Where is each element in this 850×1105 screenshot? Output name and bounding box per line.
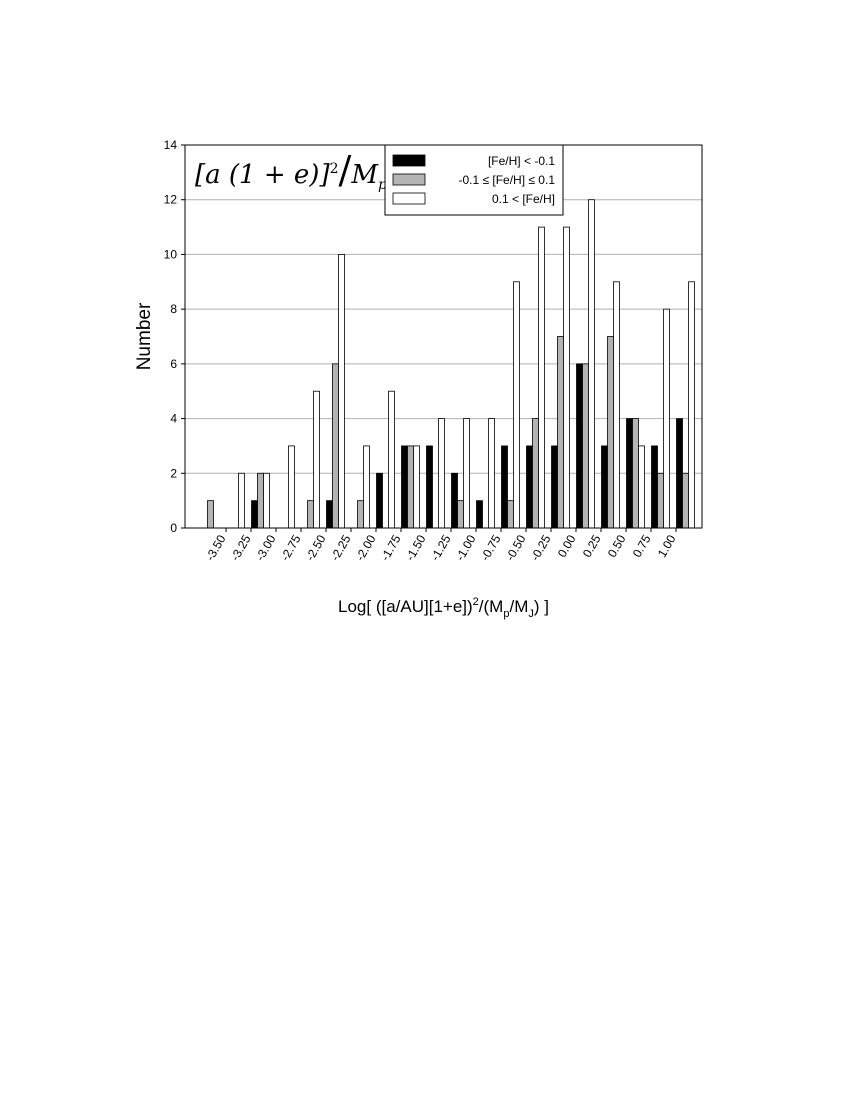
- bar: [632, 418, 639, 529]
- bar: [638, 445, 645, 529]
- x-tick-label: -1.25: [428, 532, 454, 563]
- x-tick-label: -0.50: [503, 532, 529, 563]
- x-tick-label: -1.00: [453, 532, 479, 563]
- bar: [376, 472, 383, 529]
- bar: [688, 281, 695, 529]
- legend-swatch: [392, 154, 426, 167]
- annotation-part: p: [378, 177, 387, 193]
- bar: [307, 500, 314, 529]
- bar: [326, 500, 333, 529]
- bar: [488, 418, 495, 529]
- x-tick-label: -3.50: [203, 532, 229, 563]
- bar: [476, 500, 483, 529]
- legend-label: -0.1 ≤ [Fe/H] ≤ 0.1: [458, 173, 555, 187]
- bar: [501, 445, 508, 529]
- bar: [676, 418, 683, 529]
- x-label-part: p: [503, 608, 509, 620]
- bar: [251, 500, 258, 529]
- y-tick-label: 4: [170, 412, 177, 426]
- y-axis-label: Number: [134, 302, 155, 370]
- annotation-part: 2: [330, 161, 339, 177]
- x-tick-label: -3.25: [228, 532, 254, 563]
- bar: [613, 281, 620, 529]
- x-tick-label: -1.50: [403, 532, 429, 563]
- bar: [538, 226, 545, 529]
- bar: [407, 445, 414, 529]
- bar: [626, 418, 633, 529]
- x-label-part: 2: [473, 596, 479, 608]
- x-label-part: ) ]: [534, 597, 549, 616]
- bar: [507, 500, 514, 529]
- legend-label: 0.1 < [Fe/H]: [492, 192, 555, 206]
- bar: [388, 390, 395, 529]
- y-tick-label: 12: [164, 193, 178, 207]
- annotation-part: M: [350, 160, 379, 190]
- bar: [363, 445, 370, 529]
- y-tick-label: 6: [170, 357, 177, 371]
- x-tick-label: -2.50: [303, 532, 329, 563]
- bar: [576, 363, 583, 529]
- x-tick-label: 0.50: [605, 532, 629, 560]
- x-axis-label: Log[ ([a/AU][1+e])2/(Mp/MJ) ]: [338, 596, 549, 620]
- legend-label: [Fe/H] < -0.1: [488, 154, 555, 168]
- bar: [313, 390, 320, 529]
- x-tick-label: -2.00: [353, 532, 379, 563]
- x-tick-label: 0.25: [580, 532, 604, 560]
- bar: [263, 472, 270, 529]
- annotation: [a (1 + e)]2/Mp: [195, 148, 387, 193]
- annotation-part: /: [339, 148, 352, 192]
- bar: [338, 254, 345, 529]
- bar: [532, 418, 539, 529]
- bar: [357, 500, 364, 529]
- bar: [332, 363, 339, 529]
- bar: [288, 445, 295, 529]
- x-tick-label: -0.75: [478, 532, 504, 563]
- x-tick-label: -2.25: [328, 532, 354, 563]
- bar: [207, 500, 214, 529]
- bar: [463, 418, 470, 529]
- legend-swatch: [392, 192, 426, 205]
- x-tick-label: -2.75: [278, 532, 304, 563]
- bar: [457, 500, 464, 529]
- y-tick-label: 14: [164, 138, 178, 152]
- bar: [513, 281, 520, 529]
- bar: [663, 308, 670, 529]
- x-label-part: /M: [509, 597, 528, 616]
- x-tick-label: -1.75: [378, 532, 404, 563]
- bar: [651, 445, 658, 529]
- bar: [426, 445, 433, 529]
- bar: [563, 226, 570, 529]
- bar: [682, 472, 689, 529]
- x-tick-label: 1.00: [655, 532, 679, 560]
- bar: [582, 363, 589, 529]
- bar: [451, 472, 458, 529]
- annotation-part: [a (1 + e)]: [195, 160, 330, 190]
- bar: [257, 472, 264, 529]
- bar: [551, 445, 558, 529]
- x-tick-label: 0.00: [555, 532, 579, 560]
- legend-swatch: [392, 173, 426, 186]
- bar: [601, 445, 608, 529]
- x-tick-label: -3.00: [253, 532, 279, 563]
- y-tick-label: 0: [170, 521, 177, 535]
- bar: [607, 336, 614, 529]
- y-tick-label: 2: [170, 466, 177, 480]
- bar: [413, 445, 420, 529]
- y-tick-label: 10: [164, 247, 178, 261]
- bar: [401, 445, 408, 529]
- x-tick-label: -0.25: [528, 532, 554, 563]
- bar: [657, 472, 664, 529]
- bar: [438, 418, 445, 529]
- y-tick-label: 8: [170, 302, 177, 316]
- bar: [557, 336, 564, 529]
- bar: [588, 199, 595, 529]
- bar: [238, 472, 245, 529]
- x-label-part: J: [528, 608, 534, 620]
- x-tick-label: 0.75: [630, 532, 654, 560]
- x-label-part: /(M: [479, 597, 504, 616]
- bar: [526, 445, 533, 529]
- x-label-part: Log[ ([a/AU][1+e]): [338, 597, 473, 616]
